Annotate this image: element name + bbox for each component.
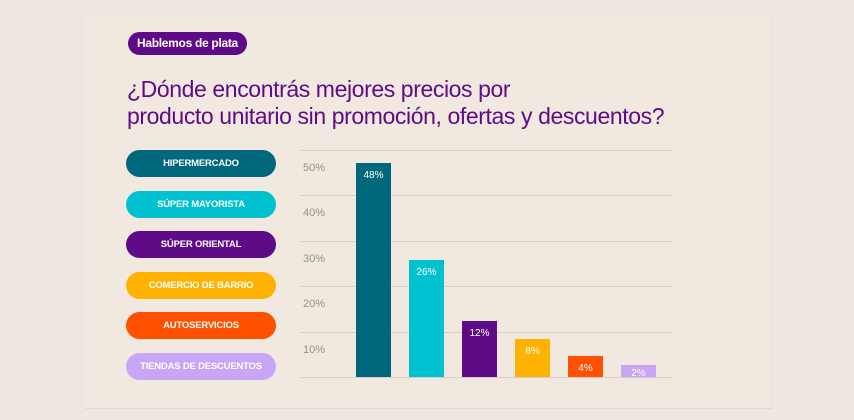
title-line-2: producto unitario sin promoción, ofertas… [127,103,665,129]
gridline [300,150,672,151]
gridline [300,240,672,242]
bar-value-label: 26% [416,266,437,278]
bar-value-label: 8% [525,345,540,357]
y-tick-label: 10% [303,343,326,356]
bar: 12% [462,321,497,377]
bar-value-label: 12% [469,328,490,340]
bar-value-label: 2% [631,368,646,380]
bar-value-label: 4% [578,363,593,375]
legend-item: TIENDAS DE DESCUENTOS [126,352,276,380]
y-tick-label: 40% [303,207,326,220]
bar: 48% [356,162,391,377]
gridline [300,195,672,197]
title-line-1: ¿Dónde encontrás mejores precios por [127,76,511,102]
gridline [300,286,672,288]
bar: 2% [621,365,656,380]
y-tick-label: 20% [303,298,326,311]
bar: 4% [568,356,603,377]
bar-value-label: 48% [363,169,384,181]
y-tick-label: 50% [303,162,326,174]
legend-item: COMERCIO DE BARRIO [126,271,276,299]
legend: HIPERMERCADO SÚPER MAYORISTA SÚPER ORIENTA… [126,150,276,393]
bar: 8% [515,338,550,377]
chart-title: ¿Dónde encontrás mejores precios por pro… [127,76,767,130]
legend-item: SÚPER MAYORISTA [126,190,276,218]
bar: 26% [409,259,444,377]
legend-item: HIPERMERCADO [126,150,276,177]
gridline [300,377,672,378]
section-badge: Hablemos de plata [128,32,247,55]
legend-item: AUTOSERVICIOS [126,312,276,339]
y-tick-label: 30% [303,252,326,265]
bar-chart: 10% 20% 30% 40% 50% 48% 26% 12% 8% 4% 2% [300,150,672,380]
legend-item: SÚPER ORIENTAL [126,231,276,258]
